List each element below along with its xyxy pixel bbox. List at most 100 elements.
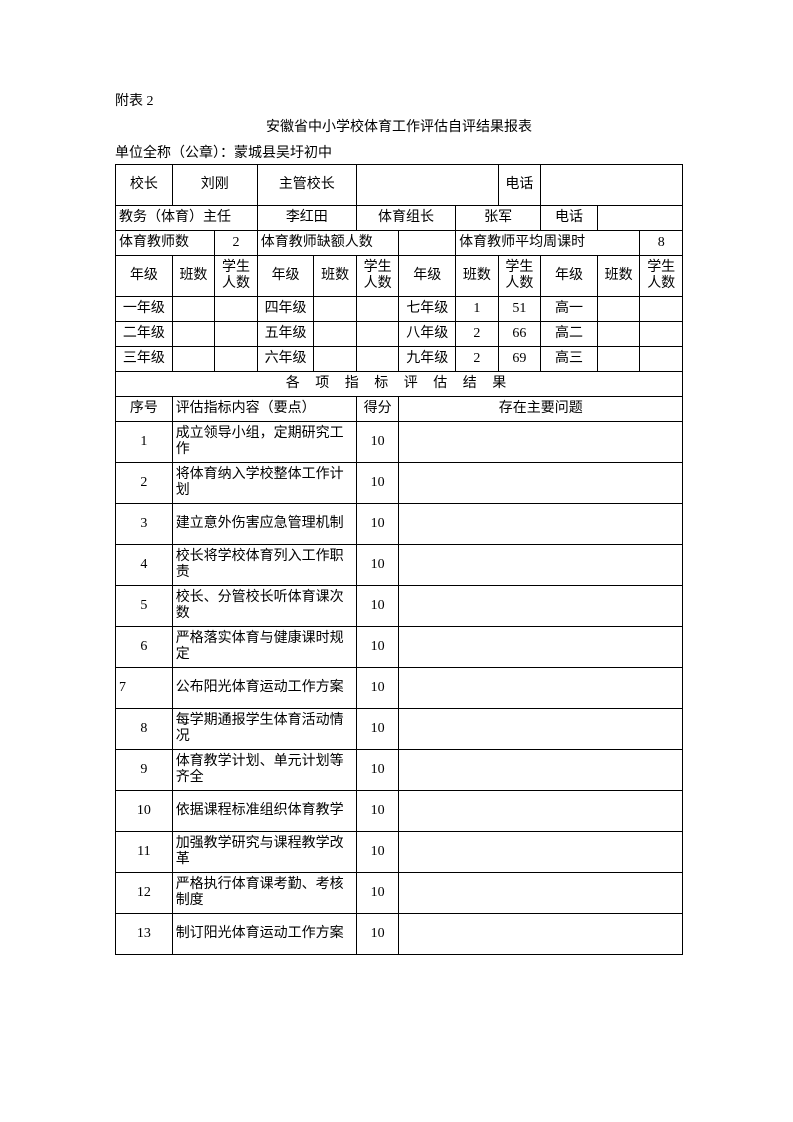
g4-name: 四年级 (257, 297, 314, 322)
gh-classes-4: 班数 (597, 256, 640, 297)
item-score: 10 (356, 463, 399, 504)
vice-label: 主管校长 (257, 165, 356, 206)
item-score: 10 (356, 545, 399, 586)
gh-grade-3: 年级 (399, 256, 456, 297)
item-content: 依据课程标准组织体育教学 (172, 791, 356, 832)
item-row: 10 依据课程标准组织体育教学 10 (116, 791, 683, 832)
phone2-label: 电话 (541, 206, 598, 231)
item-issues (399, 545, 683, 586)
phone-label: 电话 (498, 165, 541, 206)
gh-grade-2: 年级 (257, 256, 314, 297)
eval-h-score: 得分 (356, 397, 399, 422)
pe-gap-label: 体育教师缺额人数 (257, 231, 399, 256)
weekly-value: 8 (640, 231, 683, 256)
eval-h-issues: 存在主要问题 (399, 397, 683, 422)
row-grade-header: 年级 班数 学生人数 年级 班数 学生人数 年级 班数 学生人数 年级 班数 学… (116, 256, 683, 297)
item-issues (399, 668, 683, 709)
gh-students-2: 学生人数 (356, 256, 399, 297)
item-no: 12 (116, 873, 173, 914)
item-no: 2 (116, 463, 173, 504)
g7-name: 七年级 (399, 297, 456, 322)
principal-value: 刘刚 (172, 165, 257, 206)
item-score: 10 (356, 586, 399, 627)
g5-name: 五年级 (257, 322, 314, 347)
h3-name: 高三 (541, 347, 598, 372)
h2-s (640, 322, 683, 347)
item-content: 校长、分管校长听体育课次数 (172, 586, 356, 627)
item-score: 10 (356, 791, 399, 832)
item-content: 严格执行体育课考勤、考核制度 (172, 873, 356, 914)
h2-c (597, 322, 640, 347)
item-row: 9 体育教学计划、单元计划等齐全 10 (116, 750, 683, 791)
item-row: 7 公布阳光体育运动工作方案 10 (116, 668, 683, 709)
item-issues (399, 504, 683, 545)
g3-c (172, 347, 215, 372)
item-no: 10 (116, 791, 173, 832)
g9-c: 2 (456, 347, 499, 372)
g9-name: 九年级 (399, 347, 456, 372)
item-score: 10 (356, 750, 399, 791)
g8-s: 66 (498, 322, 541, 347)
item-content: 建立意外伤害应急管理机制 (172, 504, 356, 545)
phone2-value (597, 206, 682, 231)
item-content: 严格落实体育与健康课时规定 (172, 627, 356, 668)
unit-label: 单位全称（公章）： (115, 146, 234, 161)
g5-c (314, 322, 357, 347)
item-issues (399, 463, 683, 504)
item-row: 6 严格落实体育与健康课时规定 10 (116, 627, 683, 668)
pe-leader-value: 张军 (456, 206, 541, 231)
item-row: 12 严格执行体育课考勤、考核制度 10 (116, 873, 683, 914)
h1-name: 高一 (541, 297, 598, 322)
item-issues (399, 873, 683, 914)
appendix-label: 附表 2 (115, 90, 683, 110)
h3-c (597, 347, 640, 372)
item-content: 将体育纳入学校整体工作计划 (172, 463, 356, 504)
eval-h-no: 序号 (116, 397, 173, 422)
weekly-label: 体育教师平均周课时 (456, 231, 640, 256)
g3-s (215, 347, 258, 372)
item-score: 10 (356, 832, 399, 873)
row-director: 教务（体育）主任 李红田 体育组长 张军 电话 (116, 206, 683, 231)
item-content: 体育教学计划、单元计划等齐全 (172, 750, 356, 791)
h3-s (640, 347, 683, 372)
gh-students-3: 学生人数 (498, 256, 541, 297)
item-issues (399, 791, 683, 832)
row-principal: 校长 刘刚 主管校长 电话 (116, 165, 683, 206)
item-no: 11 (116, 832, 173, 873)
item-no: 6 (116, 627, 173, 668)
g2-c (172, 322, 215, 347)
item-no: 7 (116, 668, 173, 709)
item-issues (399, 422, 683, 463)
g8-name: 八年级 (399, 322, 456, 347)
item-no: 4 (116, 545, 173, 586)
item-no: 1 (116, 422, 173, 463)
g1-name: 一年级 (116, 297, 173, 322)
g5-s (356, 322, 399, 347)
gh-classes-3: 班数 (456, 256, 499, 297)
phone-value (541, 165, 683, 206)
grade-row-2: 二年级 五年级 八年级 2 66 高二 (116, 322, 683, 347)
item-issues (399, 750, 683, 791)
g6-name: 六年级 (257, 347, 314, 372)
item-row: 8 每学期通报学生体育活动情况 10 (116, 709, 683, 750)
g4-s (356, 297, 399, 322)
item-row: 13 制订阳光体育运动工作方案 10 (116, 914, 683, 955)
item-content: 公布阳光体育运动工作方案 (172, 668, 356, 709)
item-issues (399, 709, 683, 750)
item-content: 加强教学研究与课程教学改革 (172, 832, 356, 873)
g4-c (314, 297, 357, 322)
item-row: 4 校长将学校体育列入工作职责 10 (116, 545, 683, 586)
g2-name: 二年级 (116, 322, 173, 347)
eval-h-content: 评估指标内容（要点） (172, 397, 356, 422)
item-row: 11 加强教学研究与课程教学改革 10 (116, 832, 683, 873)
director-value: 李红田 (257, 206, 356, 231)
item-no: 5 (116, 586, 173, 627)
principal-label: 校长 (116, 165, 173, 206)
section-title-row: 各 项 指 标 评 估 结 果 (116, 372, 683, 397)
page-title: 安徽省中小学校体育工作评估自评结果报表 (115, 116, 683, 136)
item-no: 9 (116, 750, 173, 791)
item-score: 10 (356, 422, 399, 463)
gh-grade-4: 年级 (541, 256, 598, 297)
vice-value (356, 165, 498, 206)
item-score: 10 (356, 627, 399, 668)
